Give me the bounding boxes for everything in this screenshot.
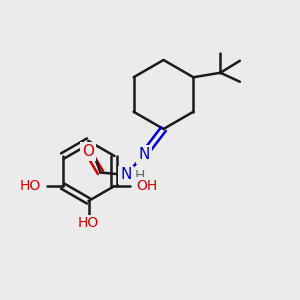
Text: O: O [82, 144, 94, 159]
Text: H: H [135, 169, 146, 183]
Text: OH: OH [136, 179, 158, 193]
Text: HO: HO [20, 179, 40, 193]
Text: HO: HO [78, 216, 99, 230]
Text: N: N [138, 147, 150, 162]
Text: N: N [120, 167, 132, 182]
